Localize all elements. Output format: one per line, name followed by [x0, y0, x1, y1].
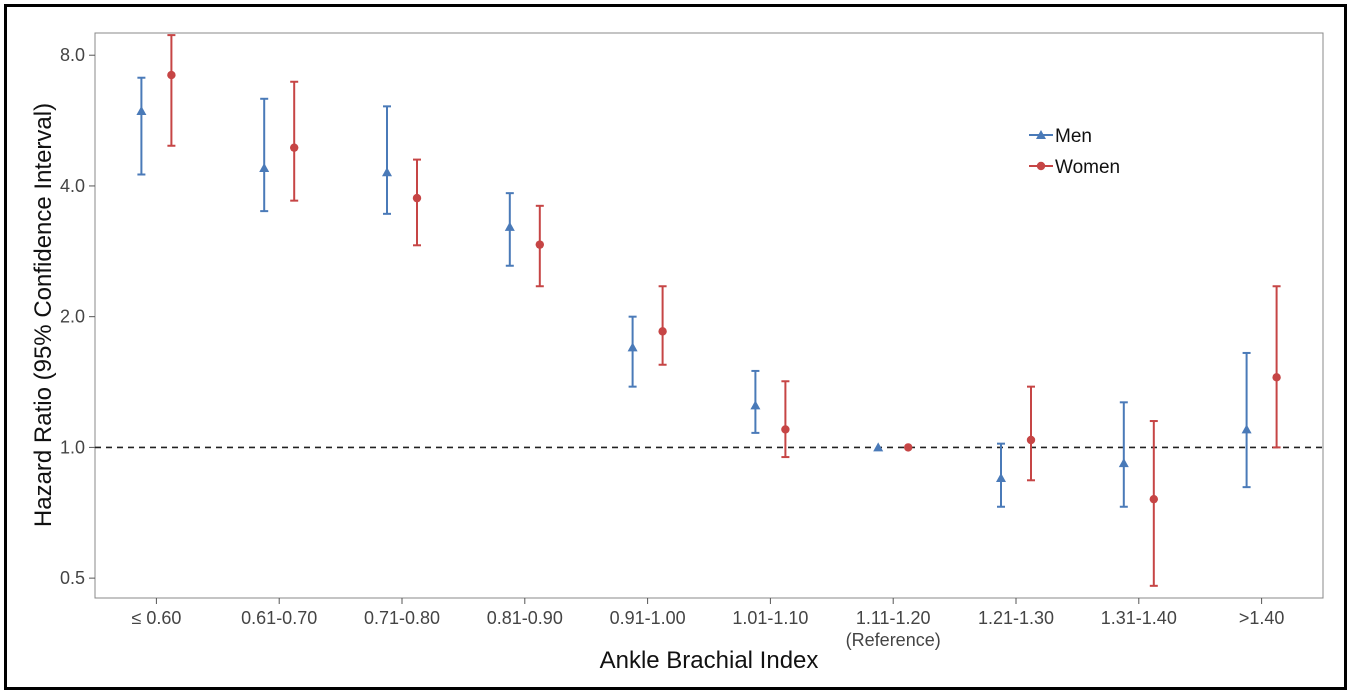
chart-marks	[136, 34, 1281, 587]
reference-note: (Reference)	[846, 630, 941, 650]
point-women-7	[1026, 435, 1036, 445]
point-women-1	[290, 143, 299, 152]
x-axis-title: Ankle Brachial Index	[600, 647, 819, 674]
x-tick-label-3: 0.81-0.90	[487, 608, 563, 628]
y-tick-label-3: 4.0	[60, 176, 85, 196]
point-men-5	[750, 400, 761, 410]
series-men	[136, 76, 1252, 508]
x-tick-label-9: >1.40	[1239, 608, 1285, 628]
figure-frame: 0.5 1.0 2.0 4.0 8.0 ≤ 0.60 0.61-0.70 0.71-0.80…	[4, 4, 1347, 690]
y-tick-label-4: 8.0	[60, 45, 85, 65]
plot-area	[94, 32, 1324, 599]
y-tick-label-2: 2.0	[60, 307, 85, 327]
x-tick-label-4: 0.91-1.00	[610, 608, 686, 628]
error-bar-chart: 0.5 1.0 2.0 4.0 8.0 ≤ 0.60 0.61-0.70 0.71-0.80…	[30, 32, 1324, 674]
point-women-0	[167, 70, 176, 80]
x-tick-label-7: 1.21-1.30	[978, 608, 1054, 628]
y-tick-label-0: 0.5	[60, 568, 85, 588]
point-women-2	[412, 193, 422, 203]
x-tick-label-0: ≤ 0.60	[131, 608, 181, 628]
point-men-7	[996, 473, 1006, 483]
x-tick-label-2: 0.71-0.80	[364, 608, 440, 628]
y-axis-title: Hazard Ratio (95% Confidence Interval)	[30, 103, 57, 527]
point-women-4	[658, 327, 667, 336]
point-men-3	[504, 221, 515, 231]
x-tick-label-5: 1.01-1.10	[732, 608, 808, 628]
point-women-5	[781, 425, 790, 434]
x-axis: ≤ 0.60 0.61-0.70 0.71-0.80 0.81-0.90 0.91-1.…	[131, 598, 1284, 650]
y-tick-label-1: 1.0	[60, 437, 85, 457]
point-men-8	[1118, 458, 1129, 468]
point-men-0	[136, 106, 147, 116]
point-men-9	[1241, 424, 1252, 434]
legend-marker-men	[1036, 130, 1046, 139]
point-men-2	[382, 167, 392, 177]
x-tick-label-6: 1.11-1.20	[856, 608, 931, 628]
point-men-4	[627, 342, 638, 352]
series-women	[167, 34, 1281, 587]
point-men-1	[259, 162, 270, 172]
point-women-6	[904, 443, 913, 452]
y-axis: 0.5 1.0 2.0 4.0 8.0	[60, 45, 95, 588]
legend: Men Women	[1029, 126, 1120, 178]
x-tick-label-1: 0.61-0.70	[241, 608, 317, 628]
x-tick-label-8: 1.31-1.40	[1101, 608, 1177, 628]
point-men-6	[873, 442, 884, 452]
point-women-8	[1149, 494, 1159, 504]
legend-marker-women	[1036, 161, 1046, 171]
legend-label-men: Men	[1055, 126, 1092, 147]
legend-label-women: Women	[1055, 157, 1120, 178]
point-women-9	[1272, 373, 1281, 382]
point-women-3	[535, 240, 544, 249]
